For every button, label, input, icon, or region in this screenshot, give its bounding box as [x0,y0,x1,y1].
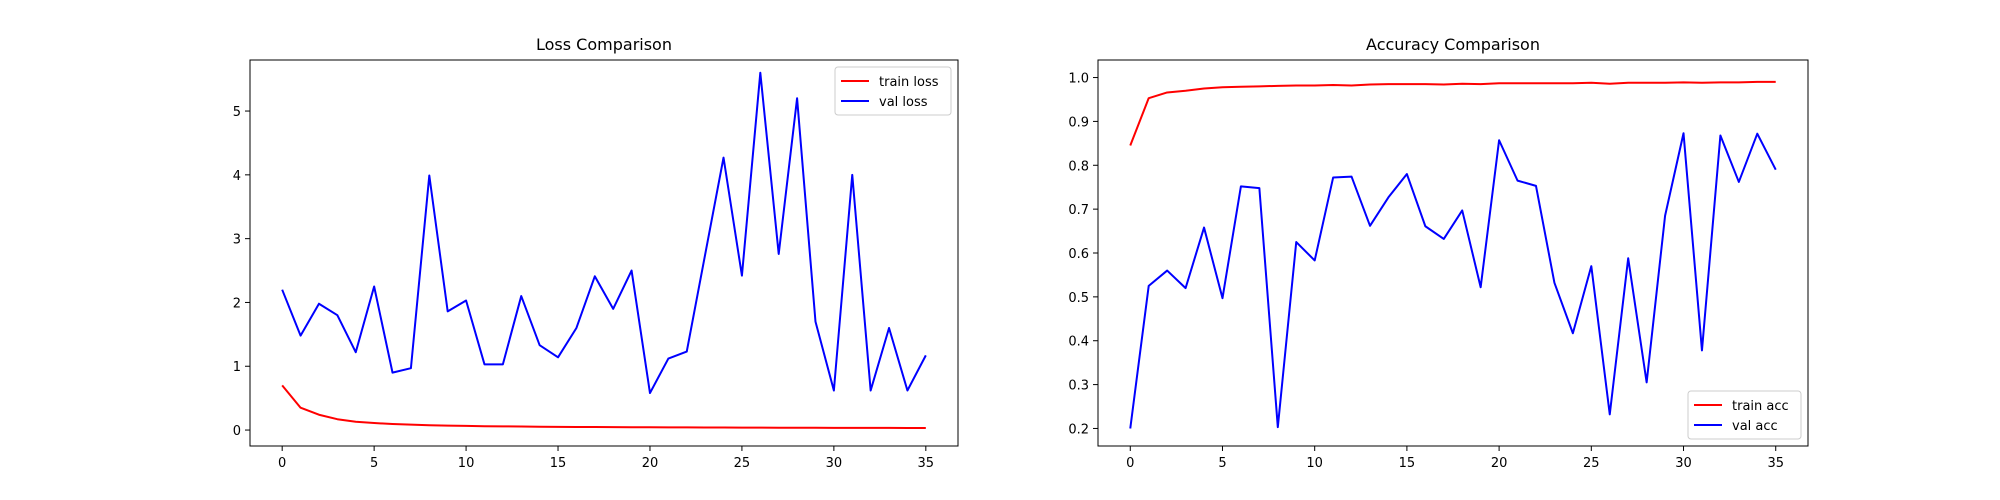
chart2-y-tick-label: 0.5 [1068,291,1089,306]
chart1-x-tick-label: 5 [370,456,378,471]
chart2-plot-frame [1097,59,1809,447]
chart2-x-tick-label: 30 [1675,456,1692,471]
chart1-legend-label-2: val loss [879,95,928,110]
chart1-series-2-line [281,71,927,395]
chart2-x-tick-label: 15 [1399,456,1416,471]
chart1-x-tick-label: 0 [278,456,286,471]
chart2-x-tick-label: 20 [1491,456,1508,471]
chart1-legend-box [834,66,952,116]
chart2-legend-label-2: val acc [1732,419,1778,434]
chart2-y-tick-label: 0.4 [1068,335,1089,350]
chart2-y-tick-label: 0.2 [1068,422,1089,437]
chart2-series-2-line [1129,132,1777,429]
chart1-series-1-line [281,384,926,429]
chart2-x-tick-label: 10 [1306,456,1323,471]
chart2-y-tick-label: 0.6 [1068,247,1089,262]
chart2-y-tick-label: 0.8 [1068,159,1089,174]
chart2-x-tick-label: 25 [1583,456,1600,471]
chart1-legend-label-1: train loss [879,75,939,90]
chart1-x-tick-label: 15 [550,456,567,471]
chart2-legend-label-1: train acc [1732,399,1789,414]
chart1-x-tick-label: 30 [826,456,843,471]
chart1-y-tick-label: 5 [233,105,241,120]
chart1-x-tick-label: 25 [734,456,751,471]
chart2-title: Accuracy Comparison [1366,35,1540,54]
chart1-y-tick-label: 3 [233,233,241,248]
chart1-x-tick-label: 20 [642,456,659,471]
chart2-y-tick-label: 0.9 [1068,115,1089,130]
chart2-y-tick-label: 1.0 [1068,72,1089,87]
chart2-y-tick-label: 0.3 [1068,379,1089,394]
chart1-plot-frame [249,59,959,447]
chart1-x-tick-label: 35 [918,456,935,471]
chart1-y-tick-label: 0 [233,424,241,439]
chart1-title: Loss Comparison [536,35,672,54]
chart2-x-tick-label: 5 [1218,456,1226,471]
chart2-legend-box [1687,390,1802,440]
chart2-series-1-line [1129,80,1776,146]
chart2-x-tick-label: 0 [1126,456,1134,471]
chart2-y-tick-label: 0.7 [1068,203,1089,218]
chart2-x-tick-label: 35 [1767,456,1784,471]
chart1-y-tick-label: 2 [233,296,241,311]
chart1-x-tick-label: 10 [458,456,475,471]
chart1-y-tick-label: 1 [233,360,241,375]
chart1-y-tick-label: 4 [233,169,241,184]
